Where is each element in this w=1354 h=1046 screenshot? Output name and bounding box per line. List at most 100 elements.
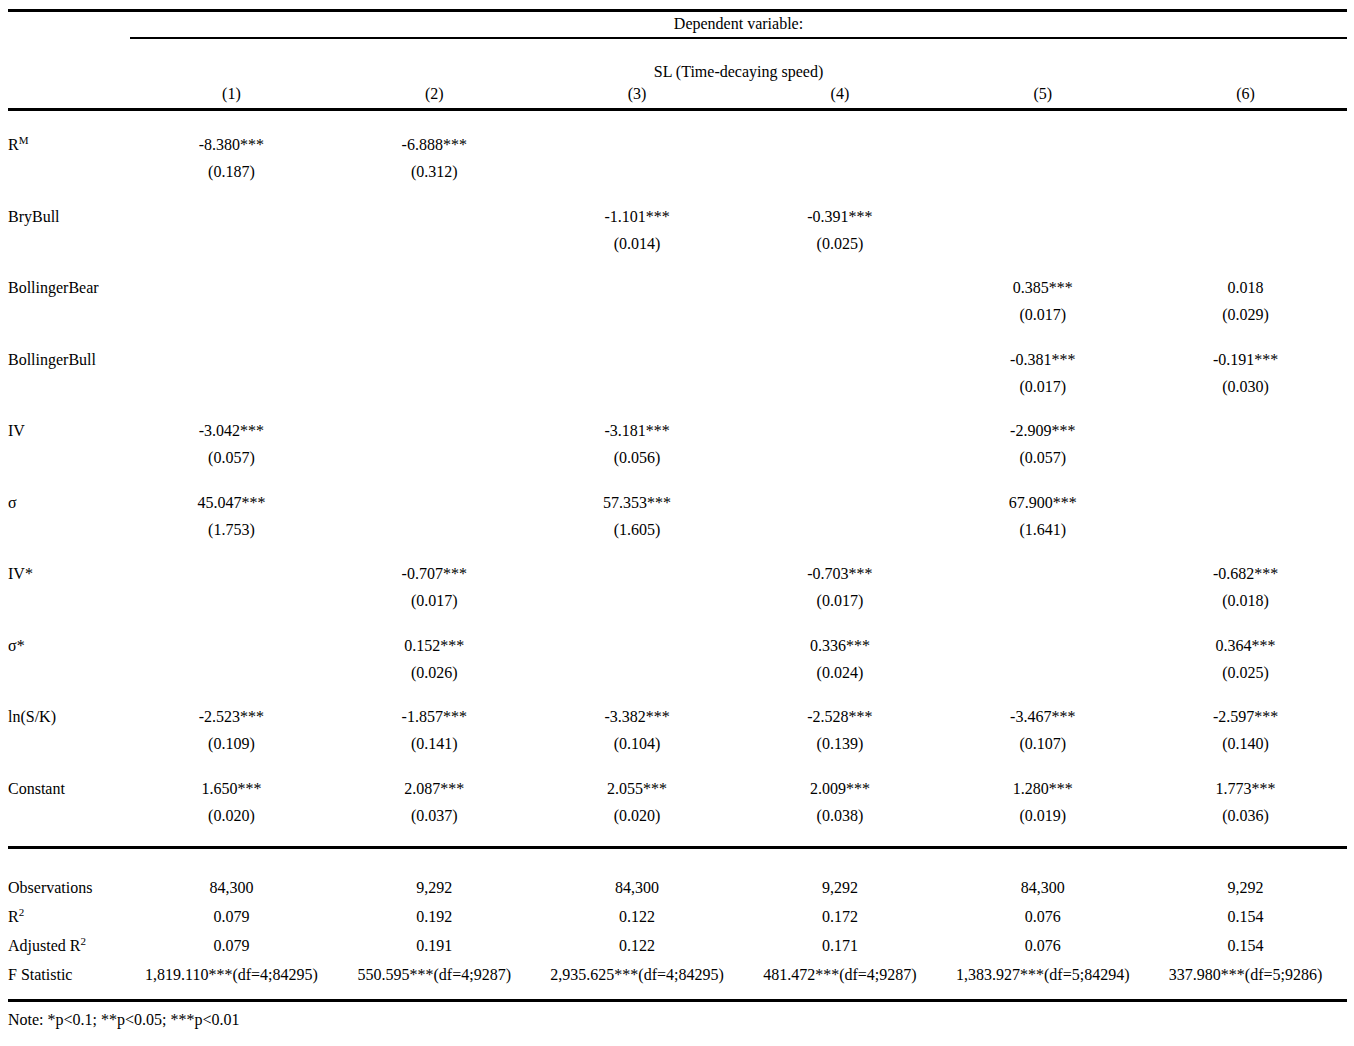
statistic-value: 9,292 <box>333 873 536 902</box>
estimate-value: -3.042*** <box>130 417 333 444</box>
std-error-value: (0.038) <box>738 802 941 829</box>
std-error-value: (1.641) <box>941 516 1144 543</box>
row-label: BryBull <box>8 208 130 226</box>
coefficient-cell: 57.353***(1.605) <box>536 489 739 543</box>
estimate-value: -0.191*** <box>1144 346 1347 373</box>
std-error-value: (0.056) <box>536 444 739 471</box>
std-error-value: (0.017) <box>738 587 941 614</box>
coefficient-cell: -8.380***(0.187) <box>130 131 333 185</box>
coefficient-cell: -3.467***(0.107) <box>941 703 1144 757</box>
estimate-value: 1.650*** <box>130 775 333 802</box>
row-label: Observations <box>8 873 130 902</box>
estimate-value: 2.009*** <box>738 775 941 802</box>
coefficient-cell: 0.385***(0.017) <box>941 274 1144 328</box>
statistic-value: 0.122 <box>536 902 739 931</box>
coefficient-cell: 0.152***(0.026) <box>333 632 536 686</box>
coefficient-cell: -0.682***(0.018) <box>1144 560 1347 614</box>
estimate-value: -2.597*** <box>1144 703 1347 730</box>
statistic-value: 84,300 <box>130 873 333 902</box>
std-error-value: (0.025) <box>1144 659 1347 686</box>
statistic-value: 0.172 <box>738 902 941 931</box>
statistic-value: 9,292 <box>1144 873 1347 902</box>
statistic-value: 0.079 <box>130 902 333 931</box>
table-row: Observations84,3009,29284,3009,29284,300… <box>8 873 1347 902</box>
estimate-value: -0.703*** <box>738 560 941 587</box>
row-label: BollingerBull <box>8 351 130 369</box>
statistic-value: 0.076 <box>941 902 1144 931</box>
coefficient-cell: 0.018(0.029) <box>1144 274 1347 328</box>
column-header: (6) <box>1144 85 1347 103</box>
estimate-value: 0.018 <box>1144 274 1347 301</box>
table-row: IV-3.042***(0.057)-3.181***(0.056)-2.909… <box>8 417 1347 471</box>
estimate-value: -3.467*** <box>941 703 1144 730</box>
statistic-value: 0.192 <box>333 902 536 931</box>
coefficient-cell: 67.900***(1.641) <box>941 489 1144 543</box>
coefficient-cell: 45.047***(1.753) <box>130 489 333 543</box>
dependent-variable-name: SL (Time-decaying speed) <box>130 63 1347 81</box>
estimate-value: 0.385*** <box>941 274 1144 301</box>
row-label-text: F Statistic <box>8 966 72 983</box>
std-error-value: (0.312) <box>333 158 536 185</box>
table-row: BollingerBull-0.381***(0.017)-0.191***(0… <box>8 346 1347 400</box>
estimate-value: -0.381*** <box>941 346 1144 373</box>
table-row: σ*0.152***(0.026)0.336***(0.024)0.364***… <box>8 632 1347 686</box>
significance-note: Note: *p<0.1; **p<0.05; ***p<0.01 <box>8 1011 1347 1029</box>
statistic-value: 0.079 <box>130 931 333 960</box>
row-label: F Statistic <box>8 960 130 989</box>
std-error-value: (0.026) <box>333 659 536 686</box>
estimate-value: 2.055*** <box>536 775 739 802</box>
std-error-value: (1.605) <box>536 516 739 543</box>
row-label: Adjusted R2 <box>8 931 130 960</box>
estimate-value: -6.888*** <box>333 131 536 158</box>
std-error-value: (0.107) <box>941 730 1144 757</box>
column-header: (4) <box>738 85 941 103</box>
estimate-value: -1.857*** <box>333 703 536 730</box>
row-label-text: BollingerBear <box>8 279 99 296</box>
estimate-value: 57.353*** <box>536 489 739 516</box>
coefficient-cell: -6.888***(0.312) <box>333 131 536 185</box>
coefficient-cell: -0.391***(0.025) <box>738 203 941 257</box>
coefficient-cell: -0.381***(0.017) <box>941 346 1144 400</box>
statistic-value: 84,300 <box>941 873 1144 902</box>
coefficient-cell: -0.707***(0.017) <box>333 560 536 614</box>
std-error-value: (0.017) <box>333 587 536 614</box>
row-label-text: IV* <box>8 565 33 582</box>
row-label-superscript: 2 <box>19 906 25 918</box>
estimate-value: 1.280*** <box>941 775 1144 802</box>
coefficient-cell: 2.009***(0.038) <box>738 775 941 829</box>
std-error-value: (0.036) <box>1144 802 1347 829</box>
statistic-value: 9,292 <box>738 873 941 902</box>
table-row: F Statistic1,819.110***(df=4;84295)550.5… <box>8 960 1347 989</box>
coefficient-cell: -2.597***(0.140) <box>1144 703 1347 757</box>
estimate-value: 1.773*** <box>1144 775 1347 802</box>
row-label: σ* <box>8 637 130 655</box>
row-label-superscript: M <box>19 134 29 146</box>
estimate-value: -8.380*** <box>130 131 333 158</box>
coefficient-cell: 0.364***(0.025) <box>1144 632 1347 686</box>
std-error-value: (0.139) <box>738 730 941 757</box>
std-error-value: (0.141) <box>333 730 536 757</box>
coefficient-cell: 2.055***(0.020) <box>536 775 739 829</box>
table-row: IV*-0.707***(0.017)-0.703***(0.017)-0.68… <box>8 560 1347 614</box>
std-error-value: (0.024) <box>738 659 941 686</box>
std-error-value: (0.104) <box>536 730 739 757</box>
statistic-value: 0.171 <box>738 931 941 960</box>
column-header: (2) <box>333 85 536 103</box>
estimate-value: -2.528*** <box>738 703 941 730</box>
bottom-rule <box>8 999 1347 1002</box>
std-error-value: (0.014) <box>536 230 739 257</box>
statistic-value: 2,935.625***(df=4;84295) <box>536 960 739 989</box>
coefficient-cell: -3.181***(0.056) <box>536 417 739 471</box>
estimate-value: -3.382*** <box>536 703 739 730</box>
column-header: (5) <box>941 85 1144 103</box>
estimate-value: 0.152*** <box>333 632 536 659</box>
table-row: Adjusted R20.0790.1910.1220.1710.0760.15… <box>8 931 1347 960</box>
row-label-text: Constant <box>8 780 65 797</box>
statistic-value: 0.154 <box>1144 931 1347 960</box>
estimate-value: -2.523*** <box>130 703 333 730</box>
statistic-value: 481.472***(df=4;9287) <box>738 960 941 989</box>
table-row: σ45.047***(1.753)57.353***(1.605)67.900*… <box>8 489 1347 543</box>
row-label-superscript: 2 <box>80 935 86 947</box>
statistic-value: 1,819.110***(df=4;84295) <box>130 960 333 989</box>
estimate-value: -0.707*** <box>333 560 536 587</box>
